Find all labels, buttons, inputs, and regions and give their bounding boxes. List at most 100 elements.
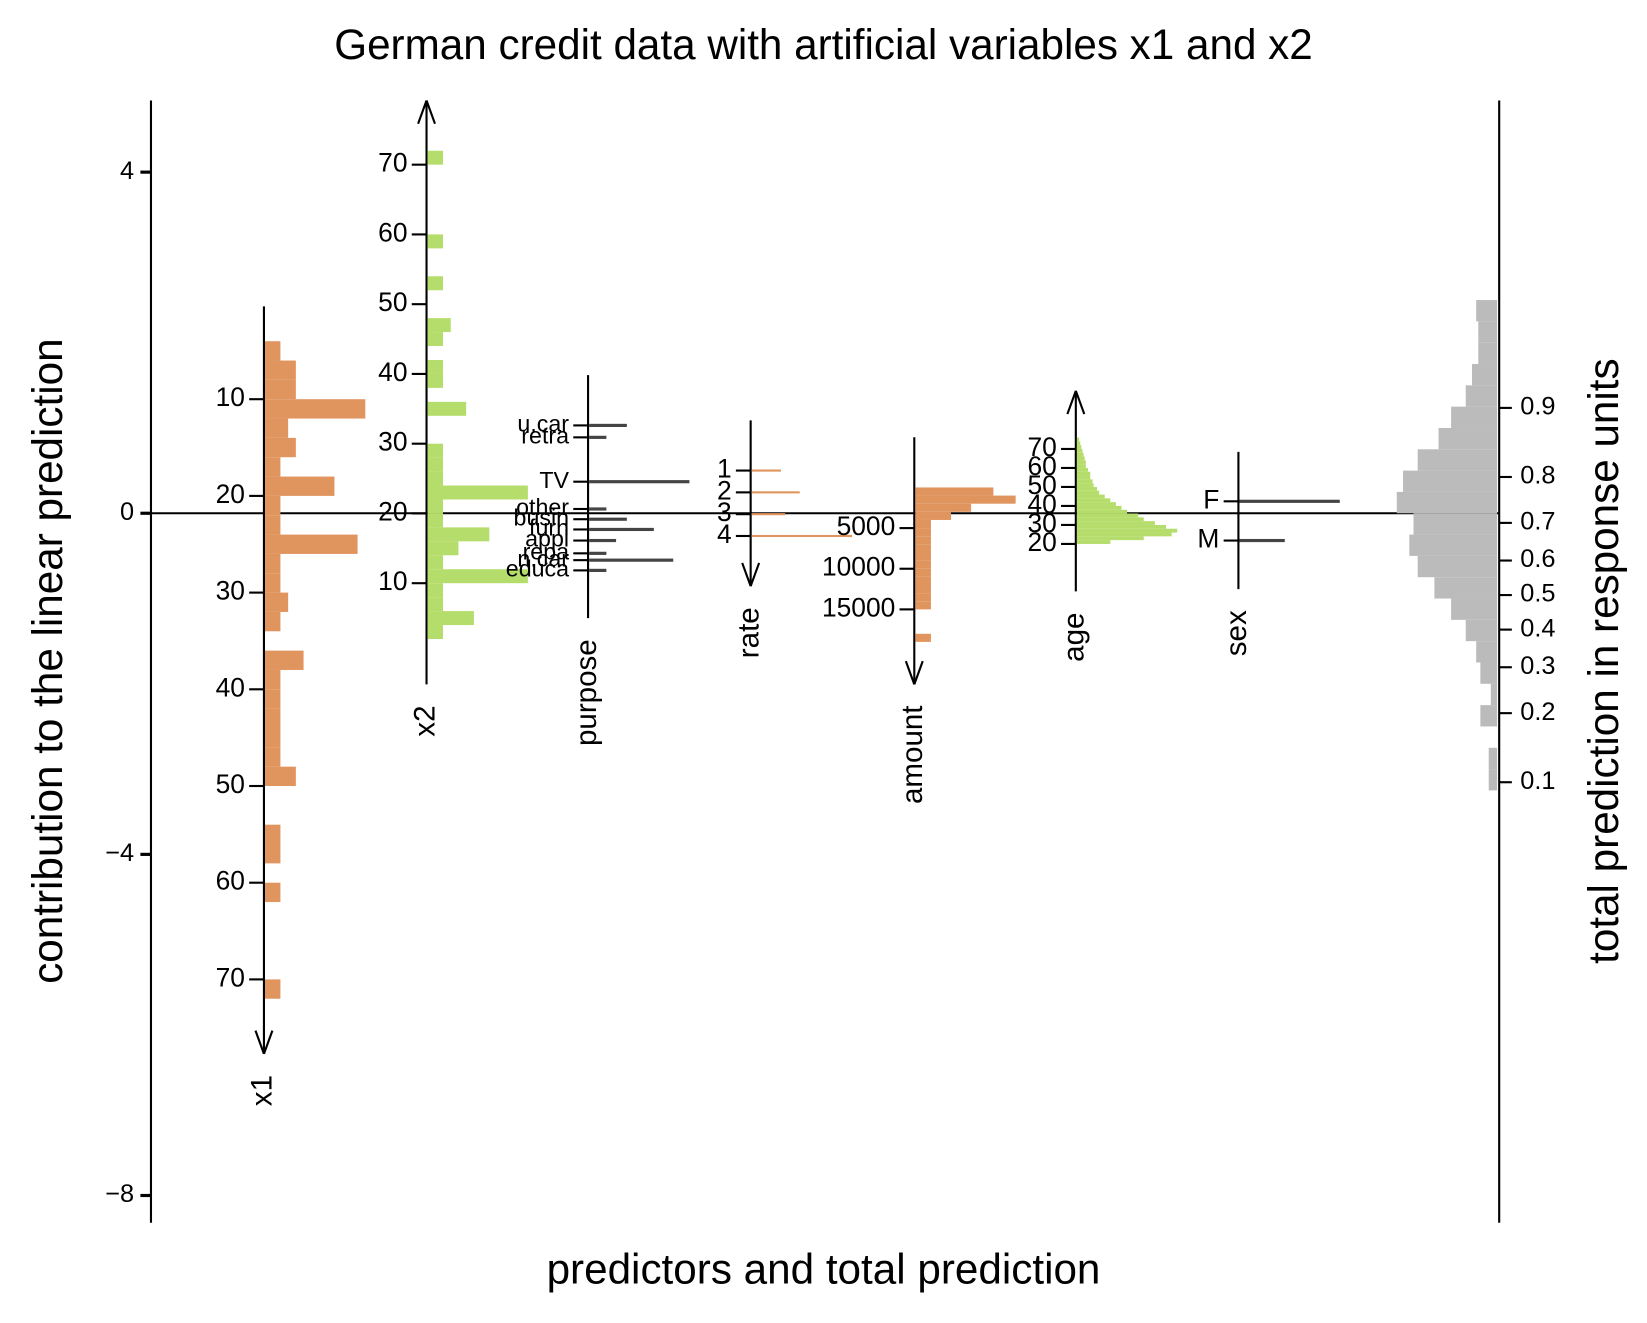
y2-tick-label: 0.1: [1520, 767, 1555, 795]
histogram-bar: [915, 536, 931, 545]
total-histogram-bar: [1451, 598, 1498, 620]
histogram-bar: [1076, 471, 1091, 476]
variable-tick-label: 60: [378, 217, 407, 247]
histogram-bar: [427, 471, 444, 486]
histogram-bar: [264, 341, 281, 361]
histogram-bar: [427, 373, 444, 388]
histogram-bar: [264, 573, 281, 593]
total-histogram-bar: [1465, 385, 1498, 407]
variable-tick-label: 10: [216, 382, 245, 412]
histogram-bar: [1076, 448, 1083, 453]
total-histogram-bar: [1438, 427, 1498, 450]
variable-tick-label: 1: [717, 454, 732, 484]
total-histogram-bar: [1413, 513, 1498, 535]
histogram-bar: [915, 633, 931, 642]
histogram-bar: [915, 552, 931, 561]
total-histogram-bar: [1488, 769, 1498, 791]
variable-tick-label: 40: [216, 672, 245, 702]
total-histogram-bar: [1403, 470, 1498, 492]
variable-tick-label: 10000: [822, 552, 895, 582]
histogram-bar: [427, 485, 528, 500]
category-label: busin: [514, 504, 570, 530]
total-histogram-bar: [1476, 641, 1498, 663]
histogram-bar: [264, 360, 296, 380]
variable-tick-label: 70: [216, 962, 245, 992]
histogram-bar: [427, 611, 474, 626]
histogram-bar: [1076, 441, 1081, 446]
category-label: n.car: [517, 545, 569, 571]
histogram-bar: [1076, 452, 1084, 457]
histogram-bar: [264, 727, 281, 748]
histogram-bar: [264, 418, 289, 438]
histogram-bar: [264, 379, 296, 400]
histogram-bar: [1076, 502, 1116, 506]
category-bar: [589, 423, 627, 427]
histogram-bar: [751, 491, 800, 494]
y2-axis-label: total prediction in response units: [1580, 358, 1627, 964]
histogram-bar: [427, 359, 444, 374]
variable-label: age: [1058, 613, 1091, 662]
histogram-bar: [427, 597, 444, 612]
variable-tick-label: 40: [1027, 489, 1056, 519]
category-label: retra: [521, 422, 569, 448]
histogram-bar: [915, 568, 931, 577]
category-bar: [589, 551, 607, 555]
total-histogram-bar: [1476, 300, 1498, 322]
histogram-bar: [1076, 437, 1080, 442]
histogram-bar: [427, 513, 444, 528]
total-histogram-bar: [1417, 555, 1498, 578]
variable-tick-label: 20: [378, 496, 407, 526]
total-histogram-bar: [1488, 747, 1498, 770]
histogram-bar: [264, 534, 358, 554]
category-bar: [589, 480, 690, 484]
axis-arrow: [417, 100, 428, 125]
histogram-bar: [1076, 483, 1094, 487]
axis-arrow: [1066, 390, 1077, 415]
y2-tick-label: 0.2: [1520, 698, 1555, 726]
variable-tick-label: 20: [216, 479, 245, 509]
histogram-bar: [1076, 464, 1086, 468]
histogram-bar: [264, 399, 366, 419]
y-tick-label: −4: [105, 839, 134, 867]
variable-tick-label: 3: [717, 497, 732, 527]
variable-tick-label: 40: [378, 357, 407, 387]
variable-label: x2: [408, 705, 441, 736]
variable-label: rate: [732, 607, 765, 658]
histogram-bar: [264, 495, 281, 516]
histogram-bar: [1076, 513, 1139, 518]
histogram-bar: [264, 708, 281, 728]
category-label: other: [516, 494, 569, 520]
histogram-bar: [1076, 456, 1085, 461]
histogram-bar: [427, 318, 451, 333]
y-axis-label: contribution to the linear prediction: [24, 338, 71, 983]
chart-title: German credit data with artificial varia…: [334, 21, 1313, 68]
histogram-bar: [1076, 540, 1111, 544]
histogram-bar: [264, 457, 281, 477]
histogram-bar: [427, 625, 444, 639]
histogram-bar: [264, 824, 281, 845]
total-histogram-bar: [1480, 662, 1498, 684]
histogram-bar: [915, 576, 931, 585]
category-label: appl: [525, 526, 569, 552]
variable-tick-label: 15000: [822, 592, 895, 622]
histogram-bar: [915, 544, 931, 553]
total-histogram-bar: [1478, 321, 1498, 343]
histogram-bar: [427, 276, 444, 291]
histogram-bar: [264, 979, 281, 999]
variable-tick-label: 20: [1027, 527, 1056, 557]
histogram-bar: [915, 584, 931, 594]
variable-tick-label: 70: [378, 148, 407, 178]
axis-arrow: [741, 562, 752, 587]
category-label: u.car: [517, 411, 569, 437]
histogram-bar: [1076, 524, 1167, 529]
total-histogram-bar: [1480, 705, 1498, 727]
histogram-bar: [1076, 517, 1144, 522]
histogram-bar: [1076, 536, 1144, 541]
y-tick-label: −8: [105, 1180, 134, 1208]
total-histogram-bar: [1434, 577, 1498, 599]
variable-tick-label: 50: [1027, 470, 1056, 500]
variable-label: sex: [1220, 610, 1253, 656]
histogram-bar: [915, 560, 931, 569]
histogram-bar: [1076, 475, 1091, 480]
